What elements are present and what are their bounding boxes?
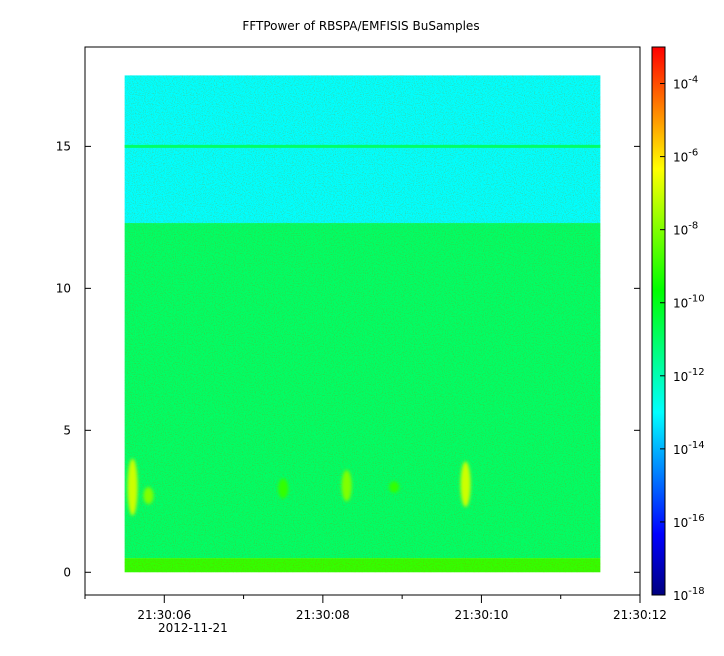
heatmap-line-feature	[124, 144, 601, 148]
x-tick-label: 21:30:10	[454, 608, 508, 622]
x-tick-label: 21:30:06	[137, 608, 191, 622]
y-tick-label: 0	[63, 565, 71, 579]
colorbar-tick-label: 10-10	[673, 294, 705, 311]
y-tick-label: 5	[63, 423, 71, 437]
colorbar-tick-label: 10-6	[673, 148, 698, 165]
y-tick-label: 15	[56, 139, 71, 153]
y-tick-label: 10	[56, 281, 71, 295]
colorbar-tick-label: 10-4	[673, 75, 698, 92]
spectrogram-image	[124, 75, 601, 573]
colorbar-axis: 10-4 10-6 10-8 10-10 10-12 10-14 10-16 10-18	[660, 75, 705, 603]
colorbar-tick-label: 10-18	[673, 586, 705, 603]
heatmap-burst	[460, 461, 471, 507]
colorbar	[651, 46, 666, 596]
x-tick-label: 21:30:08	[296, 608, 350, 622]
x-axis: 21:30:06 21:30:08 21:30:10 21:30:12	[84, 595, 667, 622]
heatmap-burst	[143, 487, 154, 505]
colorbar-tick-label: 10-12	[673, 367, 705, 384]
colorbar-tick-label: 10-8	[673, 221, 698, 238]
heatmap-burst	[278, 478, 289, 499]
heatmap-burst	[341, 470, 352, 502]
colorbar-tick-label: 10-16	[673, 513, 705, 530]
chart-title: FFTPower of RBSPA/EMFISIS BuSamples	[242, 19, 479, 33]
colorbar-tick-label: 10-14	[673, 440, 705, 457]
x-tick-label: 21:30:12	[613, 608, 667, 622]
x-axis-date-label: 2012-11-21	[158, 621, 228, 635]
heatmap-burst	[127, 458, 138, 516]
heatmap-texture	[124, 75, 601, 573]
y-axis: 0 5 10 15	[56, 139, 640, 579]
heatmap-burst	[389, 481, 400, 493]
